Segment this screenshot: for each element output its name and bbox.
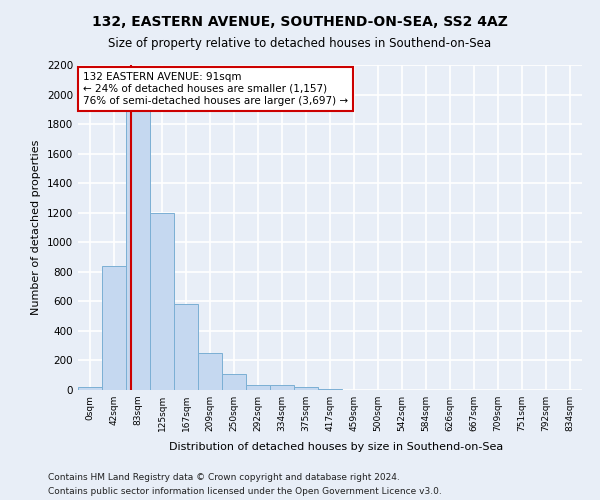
Bar [126,110,150,390]
Text: Distribution of detached houses by size in Southend-on-Sea: Distribution of detached houses by size … [169,442,503,452]
Bar [150,212,174,390]
Bar [174,304,198,390]
Bar [198,353,222,390]
Text: 132 EASTERN AVENUE: 91sqm
← 24% of detached houses are smaller (1,157)
76% of se: 132 EASTERN AVENUE: 91sqm ← 24% of detac… [83,72,348,106]
Text: 132, EASTERN AVENUE, SOUTHEND-ON-SEA, SS2 4AZ: 132, EASTERN AVENUE, SOUTHEND-ON-SEA, SS… [92,15,508,29]
Bar [78,387,102,390]
Bar [270,385,294,390]
Text: Contains public sector information licensed under the Open Government Licence v3: Contains public sector information licen… [48,488,442,496]
Text: Size of property relative to detached houses in Southend-on-Sea: Size of property relative to detached ho… [109,38,491,51]
Bar [222,374,246,390]
Y-axis label: Number of detached properties: Number of detached properties [31,140,41,315]
Bar [294,387,318,390]
Bar [102,266,126,390]
Bar [246,385,270,390]
Text: Contains HM Land Registry data © Crown copyright and database right 2024.: Contains HM Land Registry data © Crown c… [48,472,400,482]
